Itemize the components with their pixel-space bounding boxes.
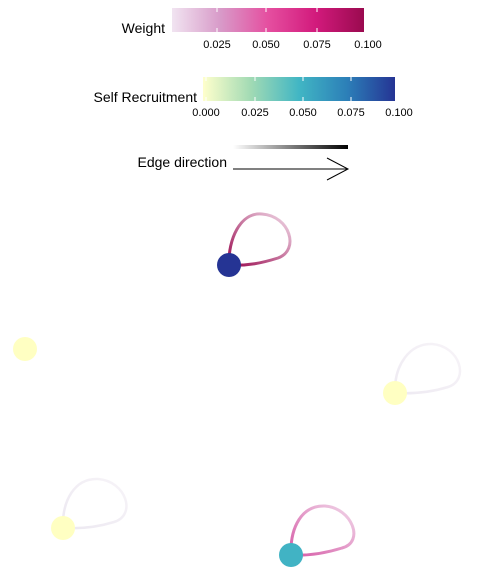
weight-tick-label: 0.075 xyxy=(303,39,331,51)
self-loop-edge xyxy=(289,504,356,557)
weight-tick-label: 0.100 xyxy=(354,39,382,51)
network-node xyxy=(279,543,303,567)
self-recruitment-colorbar xyxy=(203,77,395,101)
weight-legend: Weight 0.025 0.050 0.075 0.100 xyxy=(122,8,382,51)
self-loop-edge xyxy=(61,477,128,530)
self-recruitment-legend: Self Recruitment 0.000 0.025 0.050 0.075… xyxy=(94,77,413,119)
self-recruitment-tick-label: 0.000 xyxy=(192,107,220,119)
self-recruitment-colorbar-ticks xyxy=(205,77,400,101)
self-recruitment-tick-label: 0.050 xyxy=(289,107,317,119)
self-recruitment-legend-title: Self Recruitment xyxy=(94,89,198,105)
weight-colorbar xyxy=(172,8,364,32)
self-recruitment-tick-label: 0.075 xyxy=(337,107,365,119)
self-loops xyxy=(61,212,462,557)
network-node xyxy=(217,253,241,277)
self-recruitment-tick-label: 0.025 xyxy=(241,107,269,119)
nodes xyxy=(13,253,407,567)
self-loop-edge xyxy=(393,342,462,395)
network-node xyxy=(51,516,75,540)
weight-colorbar-ticks xyxy=(216,8,369,32)
weight-tick-label: 0.025 xyxy=(203,39,231,51)
self-loop-edge xyxy=(227,212,292,267)
weight-legend-title: Weight xyxy=(122,20,165,36)
edge-direction-gradient-bar xyxy=(233,145,348,149)
network-node xyxy=(13,337,37,361)
weight-tick-label: 0.050 xyxy=(252,39,280,51)
edge-direction-legend-title: Edge direction xyxy=(137,154,227,170)
self-recruitment-tick-label: 0.100 xyxy=(385,107,413,119)
edge-direction-arrow-head xyxy=(326,157,350,181)
edge-direction-legend: Edge direction xyxy=(137,145,350,181)
network-node xyxy=(383,381,407,405)
